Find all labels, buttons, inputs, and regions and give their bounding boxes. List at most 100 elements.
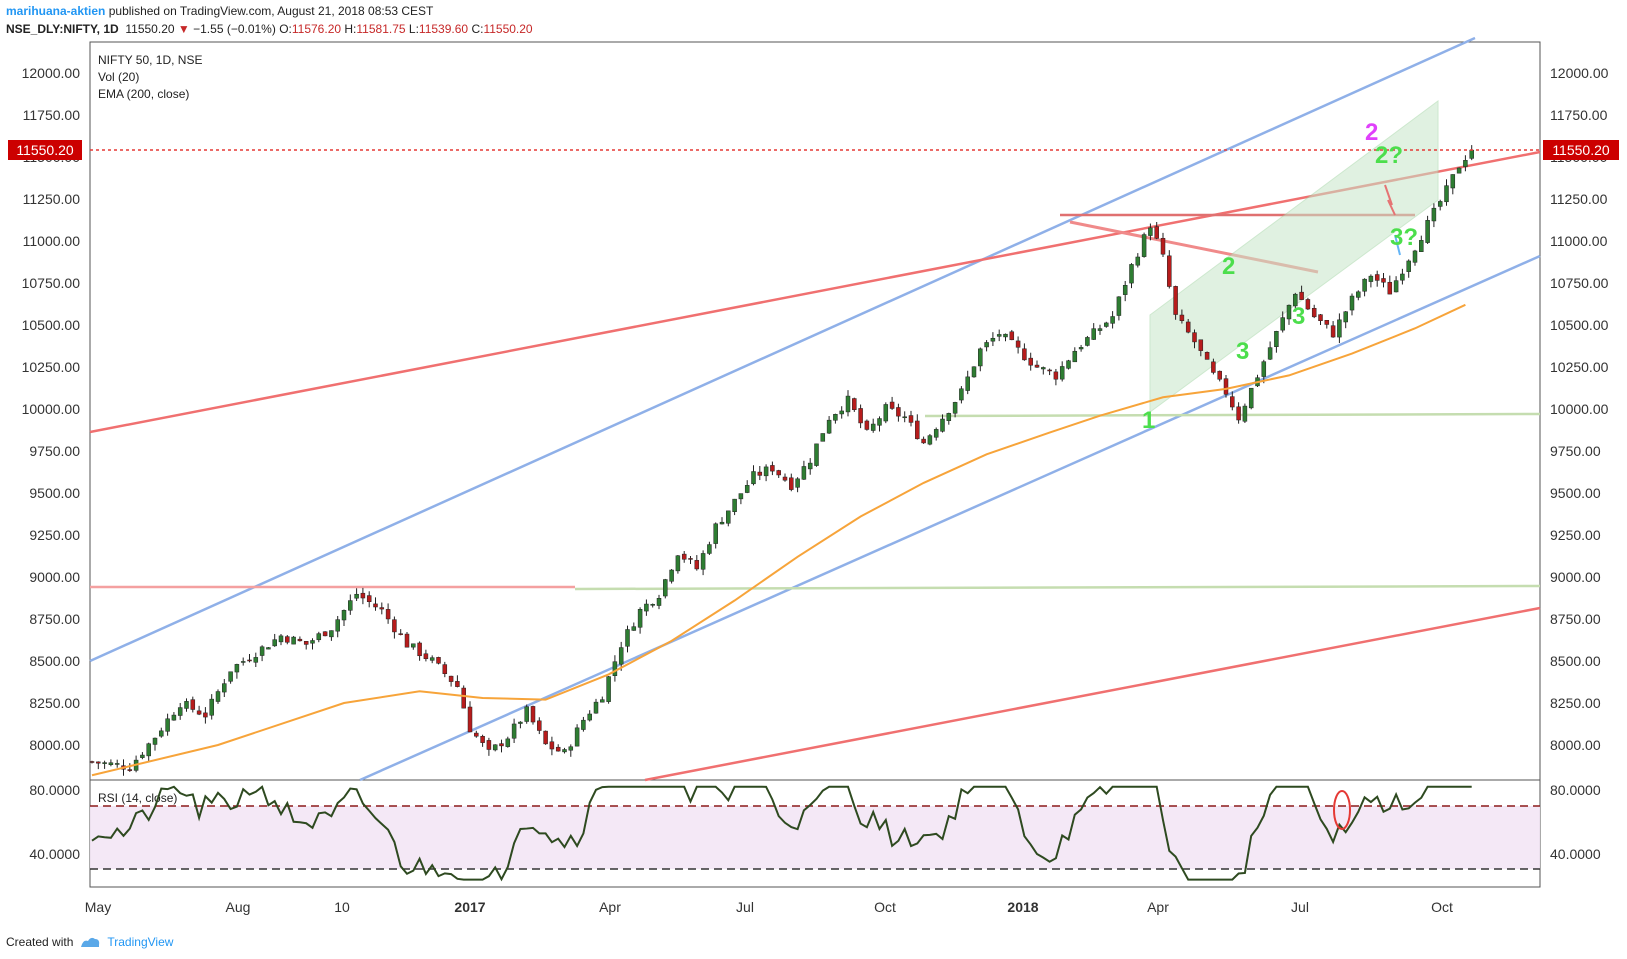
- candle-body: [1072, 350, 1078, 363]
- candle-body: [159, 730, 164, 737]
- candle-body: [1091, 328, 1096, 340]
- time-tick: Jul: [1291, 899, 1309, 915]
- candle-body: [889, 401, 895, 409]
- price-tick-right: 11750.00: [1550, 107, 1608, 123]
- price-tick-left: 9500.00: [29, 485, 80, 501]
- candle-body: [971, 366, 977, 378]
- candle-body: [990, 337, 996, 342]
- close-label: C:: [471, 22, 484, 36]
- candle-body: [1381, 278, 1386, 283]
- candle-body: [1198, 339, 1204, 351]
- wave-label-1: 1: [1142, 407, 1155, 434]
- candle-body: [1374, 274, 1380, 281]
- wave-label-3b: 3: [1292, 303, 1305, 330]
- candle-body: [228, 671, 233, 682]
- candle-body: [1122, 285, 1128, 295]
- candle-body: [1431, 207, 1437, 222]
- candle-body: [656, 598, 662, 606]
- last-price: 11550.20: [125, 22, 175, 36]
- candle-body: [259, 646, 265, 656]
- red-trendline-lower[interactable]: [644, 606, 1541, 782]
- wave-labels: 1 2 3 3 2 3? 2?: [1142, 119, 1418, 434]
- candle-body: [1305, 299, 1311, 310]
- price-tick-left: 11000.00: [23, 233, 81, 249]
- candle-body: [1230, 396, 1235, 408]
- candle-body: [593, 701, 599, 714]
- rsi-line: [91, 785, 1472, 882]
- candle-body: [1444, 185, 1449, 203]
- candle-body: [801, 466, 807, 480]
- candle-body: [688, 558, 693, 560]
- candle-body: [782, 476, 788, 481]
- blue-channel-upper[interactable]: [89, 36, 1476, 663]
- candle-body: [738, 493, 744, 500]
- price-axis[interactable]: 12000.0011750.0011500.0011250.0011000.00…: [1550, 65, 1609, 753]
- candle-body: [1179, 314, 1185, 321]
- tradingview-brand[interactable]: TradingView: [107, 935, 174, 949]
- green-horizontal-support-2[interactable]: [924, 412, 1541, 418]
- candle-body: [297, 638, 303, 642]
- candle-body: [171, 714, 177, 721]
- candle-body: [650, 604, 655, 606]
- candle-body: [618, 647, 624, 665]
- candle-body: [1469, 149, 1474, 159]
- blue-arrow: [1394, 234, 1401, 256]
- candle-body: [530, 706, 536, 723]
- candle-body: [1135, 256, 1141, 266]
- candle-body: [1097, 328, 1103, 331]
- candle-body: [1034, 364, 1040, 368]
- price-tick-right: 9250.00: [1550, 527, 1601, 543]
- time-tick: Apr: [1147, 899, 1169, 915]
- red-trendline-upper[interactable]: [89, 150, 1541, 434]
- candle-body: [1463, 160, 1468, 167]
- green-rising-channel[interactable]: [1149, 100, 1439, 413]
- candle-body: [864, 420, 870, 430]
- candle-body: [744, 485, 750, 493]
- candle-body: [852, 398, 857, 410]
- rsi-highlight-ellipse: [1333, 790, 1351, 830]
- candle-body: [89, 761, 95, 763]
- candle-body: [568, 746, 574, 751]
- candle-body: [266, 647, 271, 650]
- candle-body: [537, 720, 542, 731]
- candle-body: [190, 699, 196, 710]
- candle-body: [310, 640, 315, 644]
- price-tick-left: 10000.00: [22, 401, 81, 417]
- candle-body: [631, 626, 637, 631]
- ohlc-line: NSE_DLY:NIFTY, 1D 11550.20 ▼ −1.55 (−0.0…: [6, 22, 533, 36]
- candle-body: [1148, 227, 1153, 236]
- candle-body: [587, 713, 592, 721]
- candle-body: [1192, 332, 1197, 343]
- candle-body: [1324, 319, 1330, 325]
- time-axis[interactable]: May Aug 10 2017 Apr Jul Oct 2018 Apr Jul Oct: [85, 899, 1453, 915]
- green-horizontal-support[interactable]: [574, 584, 1541, 591]
- open-label: O:: [279, 22, 292, 36]
- price-tick-left: 11250.00: [23, 191, 81, 207]
- candle-body: [1047, 369, 1052, 372]
- rsi-band: [90, 806, 1540, 869]
- drawing-tools[interactable]: [89, 36, 1541, 782]
- candle-body: [127, 769, 133, 771]
- candle-body: [694, 560, 700, 570]
- candle-body: [247, 659, 252, 662]
- candle-body: [952, 402, 958, 414]
- candle-body: [965, 376, 970, 391]
- rsi-tick: 40.0000: [1550, 846, 1601, 862]
- candle-body: [1393, 280, 1399, 293]
- candle-body: [996, 334, 1002, 337]
- blue-channel-lower[interactable]: [359, 254, 1541, 782]
- candle-body: [524, 706, 529, 722]
- rsi-axis: 80.0000 80.0000 40.0000 40.0000: [29, 782, 1600, 862]
- candle-body: [751, 471, 756, 485]
- candle-body: [222, 683, 227, 693]
- candle-body: [669, 569, 674, 582]
- candle-body: [165, 718, 170, 732]
- price-tick-right: 10500.00: [1550, 317, 1609, 333]
- price-chart[interactable]: NIFTY 50, 1D, NSE Vol (20) EMA (200, clo…: [0, 0, 1627, 930]
- candle-body: [606, 676, 611, 702]
- candle-body: [429, 657, 435, 661]
- author-name[interactable]: marihuana-aktien: [6, 4, 106, 18]
- candle-body: [713, 523, 718, 544]
- candle-body: [360, 592, 366, 599]
- candle-body: [726, 510, 731, 524]
